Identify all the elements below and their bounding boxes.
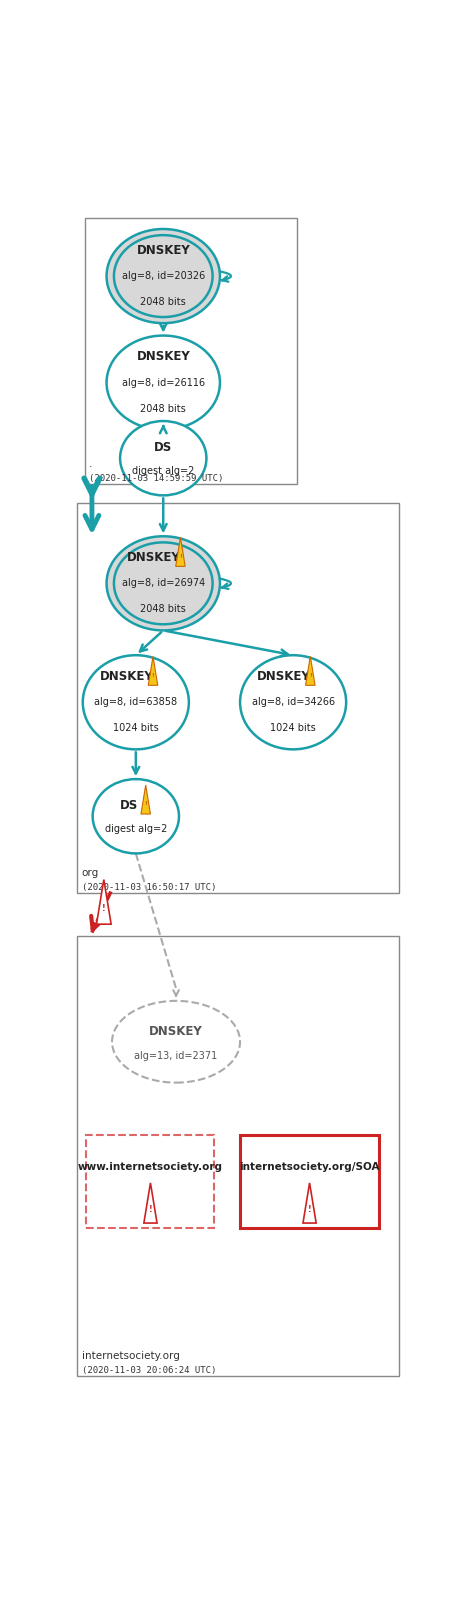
- Text: (2020-11-03 16:50:17 UTC): (2020-11-03 16:50:17 UTC): [82, 883, 216, 891]
- Text: 1024 bits: 1024 bits: [113, 722, 159, 734]
- Polygon shape: [176, 537, 185, 566]
- Ellipse shape: [240, 655, 346, 750]
- Text: alg=8, id=63858: alg=8, id=63858: [94, 697, 177, 708]
- Text: internetsociety.org: internetsociety.org: [82, 1352, 179, 1361]
- Text: internetsociety.org/SOA: internetsociety.org/SOA: [239, 1162, 380, 1173]
- Text: digest alg=2: digest alg=2: [132, 467, 194, 476]
- Ellipse shape: [112, 1001, 240, 1083]
- Bar: [86, 1134, 214, 1228]
- Bar: [77, 502, 399, 893]
- Text: DNSKEY: DNSKEY: [136, 243, 190, 257]
- Text: 1024 bits: 1024 bits: [270, 722, 316, 734]
- Polygon shape: [305, 656, 315, 685]
- Polygon shape: [141, 785, 151, 814]
- Ellipse shape: [107, 336, 220, 430]
- Text: 2048 bits: 2048 bits: [140, 298, 186, 307]
- Polygon shape: [148, 656, 158, 685]
- Text: (2020-11-03 20:06:24 UTC): (2020-11-03 20:06:24 UTC): [82, 1366, 216, 1376]
- Text: DNSKEY: DNSKEY: [149, 1025, 203, 1038]
- Text: DNSKEY: DNSKEY: [100, 669, 153, 682]
- Text: !: !: [102, 904, 106, 912]
- Text: 2048 bits: 2048 bits: [140, 404, 186, 414]
- Ellipse shape: [107, 536, 220, 631]
- Text: DNSKEY: DNSKEY: [257, 669, 311, 682]
- Ellipse shape: [114, 235, 212, 317]
- Ellipse shape: [107, 228, 220, 323]
- Bar: [84, 217, 297, 484]
- Text: DS: DS: [120, 798, 138, 811]
- Ellipse shape: [83, 655, 189, 750]
- Polygon shape: [96, 880, 111, 924]
- Text: !: !: [308, 1205, 312, 1213]
- Bar: [77, 936, 399, 1376]
- Text: !: !: [149, 1205, 152, 1213]
- Text: !: !: [152, 673, 154, 677]
- Text: !: !: [144, 801, 147, 806]
- Text: alg=8, id=34266: alg=8, id=34266: [252, 697, 335, 708]
- Text: DNSKEY: DNSKEY: [136, 351, 190, 364]
- Text: !: !: [309, 673, 312, 677]
- Text: alg=8, id=26974: alg=8, id=26974: [122, 578, 205, 589]
- Text: digest alg=2: digest alg=2: [105, 824, 167, 835]
- Text: alg=13, id=2371: alg=13, id=2371: [135, 1051, 218, 1060]
- Text: DS: DS: [154, 441, 172, 454]
- Bar: [240, 1134, 379, 1228]
- Text: alg=8, id=26116: alg=8, id=26116: [122, 378, 205, 388]
- Text: .: .: [89, 459, 93, 470]
- Ellipse shape: [93, 779, 179, 853]
- Text: DNSKEY: DNSKEY: [127, 550, 181, 563]
- Text: alg=8, id=20326: alg=8, id=20326: [122, 270, 205, 282]
- Text: !: !: [179, 553, 182, 558]
- Text: org: org: [82, 869, 99, 879]
- Text: 2048 bits: 2048 bits: [140, 605, 186, 615]
- Text: (2020-11-03 14:59:59 UTC): (2020-11-03 14:59:59 UTC): [89, 475, 223, 483]
- Ellipse shape: [114, 542, 212, 624]
- Polygon shape: [144, 1183, 157, 1223]
- Text: www.internetsociety.org: www.internetsociety.org: [78, 1162, 223, 1173]
- Polygon shape: [303, 1183, 316, 1223]
- Ellipse shape: [120, 422, 206, 496]
